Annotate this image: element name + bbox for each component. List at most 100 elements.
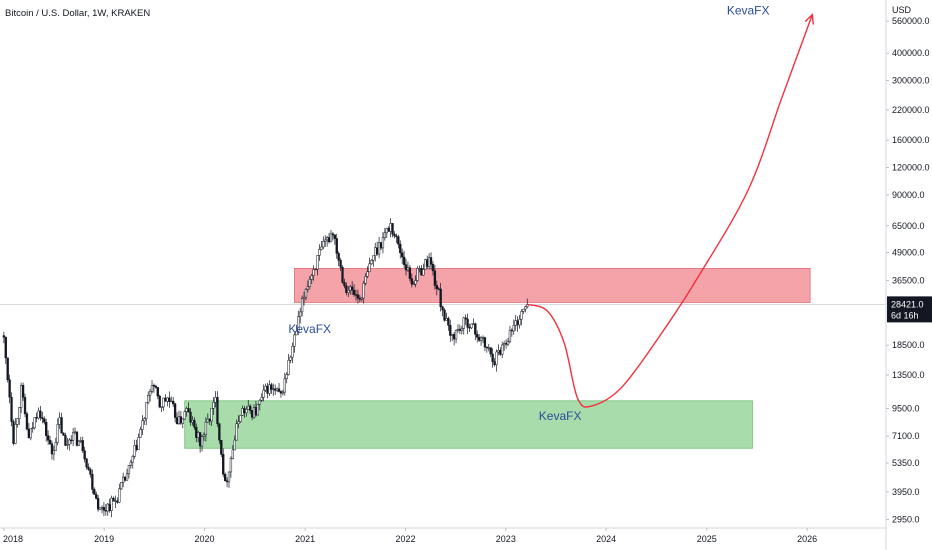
candle	[102, 507, 106, 511]
candle	[220, 439, 223, 455]
candle	[223, 473, 227, 482]
candle	[125, 473, 129, 481]
candle	[187, 408, 190, 413]
candle	[16, 418, 19, 425]
candle	[118, 488, 121, 503]
candle	[364, 276, 367, 284]
candle	[241, 408, 244, 416]
candle	[81, 440, 84, 452]
candle	[483, 337, 487, 348]
candle	[381, 237, 385, 249]
candle	[350, 286, 354, 291]
candle	[147, 394, 150, 403]
candle	[299, 311, 302, 317]
candle	[214, 397, 217, 403]
candle	[401, 252, 404, 258]
candle	[133, 445, 136, 457]
candle	[231, 449, 234, 459]
candle	[474, 323, 477, 335]
candle	[66, 444, 69, 446]
candle	[193, 420, 196, 428]
candle	[75, 431, 79, 446]
candle	[52, 450, 56, 455]
candle	[43, 418, 46, 423]
candle	[320, 246, 323, 250]
candle	[141, 420, 144, 430]
y-tick-label: 65000.0	[892, 221, 925, 231]
candle	[279, 391, 283, 394]
candle	[108, 503, 111, 511]
last-price-value: 28421.0	[891, 299, 924, 309]
y-tick-label: 3950.0	[892, 487, 920, 497]
candle	[233, 439, 236, 451]
candle	[372, 255, 375, 261]
candle	[127, 465, 131, 475]
candle	[89, 469, 92, 475]
y-tick-label: 560000.0	[892, 16, 930, 26]
candle	[18, 407, 21, 419]
candle	[27, 428, 31, 439]
candle	[345, 285, 348, 293]
candle	[397, 236, 400, 245]
y-tick-label: 7100.0	[892, 431, 920, 441]
candle	[12, 421, 15, 444]
candle	[293, 334, 296, 347]
candle	[62, 432, 65, 436]
x-tick-label: 2026	[797, 534, 817, 544]
candle	[512, 324, 515, 332]
x-tick-label: 2019	[94, 534, 114, 544]
candle	[508, 329, 512, 342]
candle	[185, 408, 188, 412]
candle	[29, 428, 32, 439]
candle	[493, 361, 496, 366]
candle	[189, 411, 192, 423]
candle	[468, 327, 471, 329]
candle	[152, 384, 156, 387]
candle	[158, 395, 161, 408]
candle	[445, 318, 448, 321]
candle	[100, 507, 104, 509]
candle	[129, 461, 133, 466]
candle	[39, 410, 42, 418]
support-zone	[184, 400, 753, 449]
candle	[235, 423, 238, 441]
candle	[173, 403, 177, 418]
candle	[2, 335, 5, 338]
candle	[424, 259, 427, 270]
x-tick-label: 2023	[496, 534, 516, 544]
candle	[402, 256, 406, 265]
candle	[135, 445, 138, 450]
candle	[46, 435, 50, 441]
candle	[304, 289, 308, 298]
x-tick-label: 2018	[3, 534, 23, 544]
candle	[318, 249, 321, 256]
candle	[362, 283, 365, 299]
candle	[275, 388, 279, 391]
candle	[68, 439, 71, 445]
candle	[245, 409, 248, 414]
candle	[291, 345, 294, 358]
candle	[191, 420, 194, 423]
y-tick-label: 400000.0	[892, 48, 930, 58]
candle	[429, 257, 433, 265]
candle	[216, 397, 219, 425]
candle	[202, 434, 206, 437]
candle	[443, 309, 446, 321]
candle	[366, 271, 369, 277]
annotation-label: KevaFX	[539, 409, 582, 423]
candle	[222, 454, 225, 475]
candle	[300, 298, 304, 313]
candle	[123, 476, 127, 481]
candle	[331, 233, 335, 236]
candle	[327, 237, 331, 243]
candle	[385, 227, 388, 234]
candle	[218, 423, 221, 441]
candle	[8, 379, 11, 398]
candle	[277, 388, 281, 392]
candle	[503, 343, 506, 346]
candle	[229, 458, 233, 473]
candle	[427, 257, 431, 267]
candle	[399, 243, 402, 254]
